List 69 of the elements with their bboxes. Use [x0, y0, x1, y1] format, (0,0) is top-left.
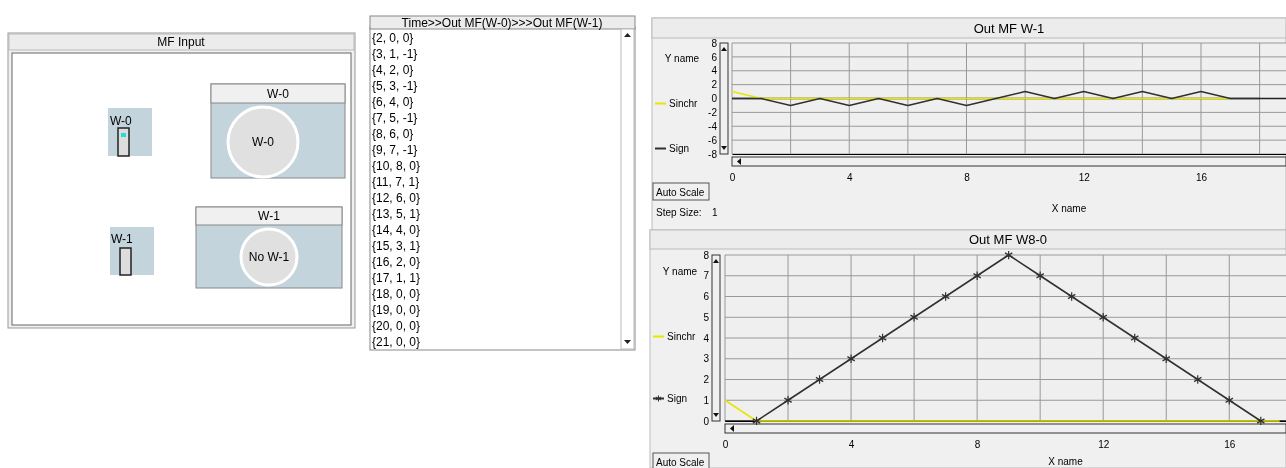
chart-title: Out MF W8-0 [968, 232, 1048, 247]
y-tick-label: 7 [703, 270, 710, 282]
chart-title: Out MF W-1 [973, 21, 1045, 36]
y-tick-label: -2 [708, 107, 718, 119]
y-tick-label: 6 [711, 51, 718, 63]
legend-label: Sinchr [667, 331, 697, 342]
text: {7, 5, -1} [372, 111, 418, 125]
text: {16, 2, 0} [372, 255, 421, 269]
legend-label: Sinchr [669, 98, 699, 109]
y-tick-label: -6 [708, 134, 718, 146]
x-tick-label: 16 [1195, 172, 1208, 184]
text: W-1 [258, 209, 281, 223]
text: {12, 6, 0} [372, 191, 421, 205]
y-tick-label: 8 [711, 37, 718, 49]
y-tick-label: 3 [703, 353, 710, 365]
y-tick-label: 0 [711, 93, 718, 105]
x-tick-label: 8 [974, 439, 981, 451]
text: {8, 6, 0} [372, 127, 414, 141]
x-axis-title: X name [1051, 203, 1087, 214]
text: {10, 8, 0} [372, 159, 421, 173]
text: Auto Scale [656, 457, 705, 468]
text: {21, 0, 0} [372, 335, 421, 349]
text: W-0 [110, 114, 133, 128]
text: {2, 0, 0} [372, 31, 414, 45]
text: Auto Scale [656, 187, 705, 198]
y-tick-label: -8 [708, 148, 718, 160]
text: W-1 [111, 232, 134, 246]
text: Time>>Out MF(W-0)>>>Out MF(W-1) [401, 16, 603, 30]
text: {9, 7, -1} [372, 143, 418, 157]
y-tick-label: -4 [708, 120, 718, 132]
x-axis-title: X name [1048, 456, 1084, 467]
x-tick-label: 0 [729, 172, 736, 184]
x-tick-label: 4 [848, 439, 855, 451]
text: {6, 4, 0} [372, 95, 414, 109]
text: {4, 2, 0} [372, 63, 414, 77]
text: W-0 [252, 135, 275, 149]
text: {18, 0, 0} [372, 287, 421, 301]
legend-label: Sign [667, 393, 688, 404]
y-tick-label: 0 [703, 415, 710, 427]
y-tick-label: 6 [703, 291, 710, 303]
text: {17, 1, 1} [372, 271, 421, 285]
y-axis-title: Y name [664, 53, 700, 64]
y-tick-label: 4 [711, 65, 718, 77]
text: {11, 7, 1} [372, 175, 420, 189]
text: {20, 0, 0} [372, 319, 421, 333]
y-tick-label: 2 [703, 374, 710, 386]
text: Step Size: [656, 207, 702, 218]
x-tick-label: 12 [1078, 172, 1091, 184]
x-tick-label: 8 [964, 172, 971, 184]
legend-label: Sign [669, 143, 690, 154]
y-tick-label: 8 [703, 249, 710, 261]
text: {5, 3, -1} [372, 79, 418, 93]
text: No W-1 [248, 250, 290, 264]
text: {13, 5, 1} [372, 207, 421, 221]
y-axis-title: Y name [662, 266, 698, 277]
y-tick-label: 4 [703, 332, 710, 344]
y-tick-label: 5 [703, 311, 710, 323]
x-tick-label: 0 [722, 439, 729, 451]
text: MF Input [157, 35, 206, 49]
x-tick-label: 4 [846, 172, 853, 184]
text: {14, 4, 0} [372, 223, 421, 237]
text: {3, 1, -1} [372, 47, 418, 61]
text: W-0 [267, 87, 290, 101]
text: {15, 3, 1} [372, 239, 421, 253]
y-tick-label: 1 [703, 394, 710, 406]
x-tick-label: 16 [1224, 439, 1236, 451]
y-tick-label: 2 [711, 79, 718, 91]
text: {19, 0, 0} [372, 303, 421, 317]
x-tick-label: 12 [1098, 439, 1110, 451]
